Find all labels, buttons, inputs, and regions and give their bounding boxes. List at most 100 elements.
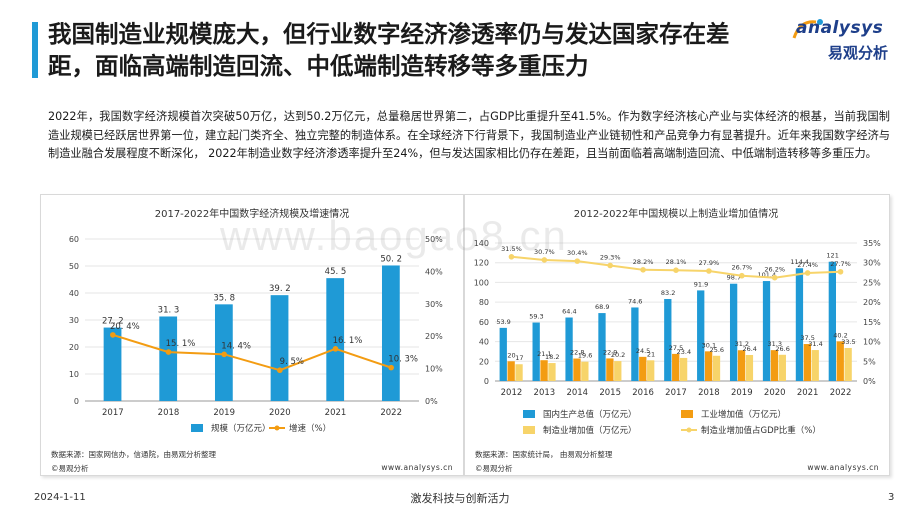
footer-slogan: 激发科技与创新活力 — [410, 492, 510, 505]
bar-value-label: 27. 2 — [102, 317, 124, 327]
line-value-label: 27.4% — [797, 261, 818, 269]
legend-label: 工业增加值（万亿元） — [701, 409, 786, 420]
y-right-tick-label: 30% — [425, 300, 443, 309]
bar-value-label: 59.3 — [529, 313, 543, 321]
bar-value-label: 31. 3 — [158, 305, 180, 315]
y-left-tick-label: 60 — [69, 235, 79, 244]
y-right-tick-label: 50% — [425, 235, 443, 244]
chart-url-note: www.analysys.cn — [381, 463, 453, 472]
y-left-tick-label: 0 — [74, 397, 79, 406]
y-right-tick-label: 5% — [863, 357, 876, 366]
line-point — [332, 346, 339, 352]
title-accent-bar — [32, 22, 38, 78]
x-tick-label: 2013 — [534, 388, 556, 398]
line-value-label: 14. 4% — [221, 341, 251, 351]
y-right-tick-label: 10% — [425, 365, 443, 374]
bar-value-label: 50. 2 — [380, 254, 402, 264]
bar — [729, 283, 738, 381]
manufacturing-chart: 2012-2022年中国规模以上制造业增加值情况 0 20 40 60 80 100 120 1… — [474, 207, 881, 436]
bar — [159, 316, 178, 401]
bar-value-label: 20 — [507, 351, 515, 359]
bar-value-label: 39. 2 — [269, 284, 291, 294]
bar — [548, 363, 556, 381]
bar — [499, 327, 507, 381]
line-point — [640, 267, 646, 273]
bar-value-label: 21.1 — [537, 350, 551, 358]
line-point — [837, 268, 844, 275]
legend-swatch — [191, 424, 203, 432]
bar — [573, 358, 581, 381]
chart-url-note: www.analysys.cn — [807, 463, 879, 472]
bar-value-label: 64.4 — [562, 308, 576, 316]
bar-value-label: 33.5 — [841, 338, 855, 346]
bar — [697, 290, 705, 381]
manufacturing-chart-panel: 2012-2022年中国规模以上制造业增加值情况 0 20 40 60 80 100 120 1… — [464, 194, 890, 476]
chart-brand-note: ©易观分析 — [475, 464, 513, 473]
bar — [778, 354, 786, 381]
bar-value-label: 35. 8 — [213, 293, 235, 303]
bar-value-label: 121 — [826, 252, 838, 260]
bar — [647, 360, 655, 381]
bar — [737, 350, 746, 381]
x-tick-label: 2017 — [665, 388, 687, 398]
x-tick-label: 2022 — [380, 408, 402, 418]
line-value-label: 30.7% — [534, 248, 555, 256]
bar-value-label: 17 — [515, 354, 523, 362]
line-point — [739, 272, 745, 279]
bar-value-label: 31.3 — [767, 340, 781, 348]
legend-swatch — [523, 426, 535, 434]
line-point — [673, 267, 679, 274]
line-point — [574, 258, 581, 264]
bar — [614, 361, 622, 381]
bar — [762, 281, 771, 381]
y-right-tick-label: 0% — [425, 397, 438, 406]
x-tick-label: 2012 — [501, 388, 523, 398]
bar-value-label: 31.4 — [808, 340, 822, 348]
line-value-label: 15. 1% — [166, 339, 196, 349]
legend-label: 制造业增加值（万亿元） — [543, 425, 637, 436]
y-left-tick-label: 40 — [69, 289, 79, 298]
legend-swatch — [686, 427, 692, 433]
bar-value-label: 23.4 — [677, 348, 691, 356]
bar-value-label: 19.6 — [578, 352, 592, 360]
y-left-tick-label: 40 — [479, 338, 489, 347]
y-left-tick-label: 20 — [69, 343, 79, 352]
line-point — [277, 367, 283, 374]
bar-value-label: 30.1 — [702, 341, 716, 349]
line-point — [706, 268, 712, 274]
bar-value-label: 24.5 — [636, 347, 650, 355]
legend-label: 制造业增加值占GDP比重（%） — [701, 425, 821, 436]
bar-value-label: 21 — [647, 350, 655, 358]
y-right-tick-label: 25% — [863, 278, 881, 287]
y-left-tick-label: 30 — [69, 316, 79, 325]
bar — [532, 322, 540, 381]
bar — [507, 361, 515, 381]
x-tick-label: 2020 — [764, 388, 786, 398]
x-tick-label: 2015 — [599, 388, 621, 398]
x-tick-label: 2016 — [632, 388, 654, 398]
logo-text-en: analysys — [796, 18, 884, 38]
line-point — [771, 274, 778, 281]
line-series — [112, 333, 392, 372]
bar — [326, 278, 345, 401]
digital-economy-chart-panel: 2017-2022年中国数字经济规模及增速情况 0 10 20 30 40 50 60 0% 10… — [40, 194, 464, 476]
y-left-tick-label: 60 — [479, 318, 489, 327]
line-value-label: 26.7% — [731, 264, 752, 272]
y-left-tick-label: 120 — [474, 259, 489, 268]
line-value-label: 26.2% — [764, 266, 785, 274]
bar-value-label: 98.7 — [727, 274, 741, 282]
bar-value-label: 26.6 — [775, 345, 789, 353]
x-tick-label: 2018 — [158, 408, 180, 418]
y-right-tick-label: 20% — [425, 332, 443, 341]
bar — [803, 344, 811, 381]
x-tick-label: 2021 — [325, 408, 347, 418]
analysys-logo: analysys 易观分析 — [790, 16, 902, 70]
bar-value-label: 91.9 — [694, 280, 708, 288]
bar-value-label: 27.5 — [669, 344, 683, 352]
legend-swatch — [681, 410, 693, 418]
line-value-label: 16. 1% — [333, 336, 363, 346]
bar-value-label: 26.4 — [742, 345, 756, 353]
bar — [679, 357, 688, 381]
line-point — [110, 332, 116, 338]
legend-swatch — [523, 410, 535, 418]
